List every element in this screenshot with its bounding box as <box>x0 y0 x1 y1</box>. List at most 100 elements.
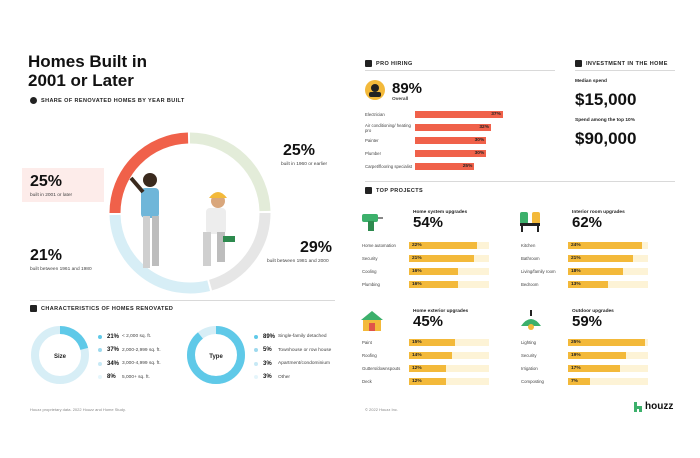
size-donut: Size <box>31 326 89 384</box>
project-value: 14% <box>412 353 422 358</box>
source-note: Houzz proprietary data. 2022 Houzz and H… <box>30 407 126 412</box>
pro-hiring-row: Plumber 30% <box>365 147 503 160</box>
project-value: 12% <box>412 366 422 371</box>
project-row: Paint 15% <box>362 336 489 349</box>
project-bar: 19% <box>568 352 627 359</box>
project-label: Composting <box>521 379 544 384</box>
pro-hiring-row: Carpet/flooring specialist 25% <box>365 160 503 173</box>
pro-hiring-bar: 25% <box>415 163 475 170</box>
legend-dot <box>254 375 258 380</box>
title-line-1: Homes Built in <box>28 52 148 71</box>
list-item: 89% Single-family detached <box>254 330 331 344</box>
project-bar-track: 12% <box>409 378 489 385</box>
project-label: Bathroom <box>521 256 540 261</box>
characteristics-header: CHARACTERISTICS OF HOMES RENOVATED <box>30 305 173 312</box>
project-bar-track: 16% <box>409 281 489 288</box>
houzz-logo[interactable]: houzz <box>634 401 673 412</box>
divider <box>30 300 335 301</box>
project-bar-track: 25% <box>568 339 648 346</box>
project-bar-track: 17% <box>568 365 648 372</box>
project-value: 18% <box>571 269 581 274</box>
project-value: 16% <box>412 269 422 274</box>
size-legend: 21% < 2,000 sq. ft. 37% 2,000-2,999 sq. ft… <box>98 330 161 384</box>
legend-dot <box>98 375 102 380</box>
project-bar-track: 14% <box>409 352 489 359</box>
pro-hiring-label: Carpet/flooring specialist <box>365 164 413 169</box>
project-label: Security <box>521 353 537 358</box>
pro-hiring-row: Painter 30% <box>365 134 503 147</box>
briefcase-icon <box>365 60 372 67</box>
project-value: 12% <box>412 379 422 384</box>
project-group-home-system: Home system upgrades 54% <box>413 210 468 231</box>
callout-highlight <box>22 168 104 202</box>
pro-hiring-bar: 32% <box>415 124 491 131</box>
list-item: 8% 5,000+ sq. ft. <box>98 371 161 385</box>
project-value: 24% <box>571 243 581 248</box>
callout-2001-later: 25% built in 2001 or later <box>30 173 73 199</box>
project-label: Gutters/downspouts <box>362 366 401 371</box>
project-bar: 25% <box>568 339 645 346</box>
project-row: Living/family room 18% <box>521 265 648 278</box>
project-bar: 16% <box>409 268 459 275</box>
project-bar-track: 12% <box>409 365 489 372</box>
pro-hiring-header: PRO HIRING <box>365 60 413 67</box>
project-bar: 15% <box>409 339 456 346</box>
project-bar: 13% <box>568 281 608 288</box>
project-row: Cooling 16% <box>362 265 489 278</box>
pro-hiring-value: 37% <box>491 112 501 117</box>
project-bar-track: 22% <box>409 242 489 249</box>
donut-slice-2 <box>208 212 271 291</box>
project-value: 13% <box>571 282 581 287</box>
project-bar-track: 7% <box>568 378 648 385</box>
pro-hiring-value: 30% <box>474 151 485 156</box>
project-value: 21% <box>571 256 581 261</box>
project-label: Irrigation <box>521 366 538 371</box>
callout-1981-2000: 21% built between 1961 and 1980 <box>30 247 92 273</box>
donut-slice-3 <box>109 214 211 294</box>
house-icon <box>361 311 383 331</box>
pro-overall: 89% Overall <box>392 80 423 103</box>
page-title: Homes Built in 2001 or Later <box>28 52 147 90</box>
type-donut: Type <box>187 326 245 384</box>
pro-badge-icon <box>365 80 385 100</box>
legend-dot <box>98 361 102 366</box>
project-bars-interior: Kitchen 24% Bathroom 21% Living/family room 1… <box>521 239 648 291</box>
project-bar: 16% <box>409 281 459 288</box>
project-bar: 12% <box>409 365 446 372</box>
chairs-icon <box>520 212 540 232</box>
project-bar: 24% <box>568 242 642 249</box>
project-bar-track: 21% <box>568 255 648 262</box>
project-row: Security 21% <box>362 252 489 265</box>
project-row: Home automation 22% <box>362 239 489 252</box>
project-bar: 14% <box>409 352 453 359</box>
project-bar-track: 19% <box>568 352 648 359</box>
project-value: 16% <box>412 282 422 287</box>
pro-hiring-label: Painter <box>365 138 379 143</box>
project-value: 15% <box>412 340 422 345</box>
donut-slice-0 <box>109 132 189 214</box>
pro-hiring-value: 25% <box>462 164 473 169</box>
project-bar: 7% <box>568 378 590 385</box>
project-bar-track: 18% <box>568 268 648 275</box>
legend-dot <box>98 334 102 339</box>
callout-1961-1980: 29% built between 1981 and 2000 <box>267 239 333 265</box>
project-value: 19% <box>571 353 581 358</box>
list-item: 5% Townhouse or row house <box>254 344 331 358</box>
project-group-exterior: Home exterior upgrades 45% <box>413 309 469 330</box>
investment-header: INVESTMENT IN THE HOME <box>575 60 668 67</box>
project-bar-track: 21% <box>409 255 489 262</box>
project-row: Lighting 25% <box>521 336 648 349</box>
project-value: 22% <box>412 243 422 248</box>
project-label: Roofing <box>362 353 377 358</box>
list-item: 37% 2,000-2,999 sq. ft. <box>98 344 161 358</box>
top-spend-value: $90,000 <box>575 129 637 148</box>
pro-hiring-bar: 30% <box>415 137 487 144</box>
list-item: 21% < 2,000 sq. ft. <box>98 330 161 344</box>
project-bar: 18% <box>568 268 624 275</box>
pro-hiring-label: Air conditioning/ heating pro <box>365 122 411 133</box>
title-line-2: 2001 or Later <box>28 71 134 90</box>
pro-hiring-bars: Electrician 37% Air conditioning/ heating … <box>365 108 503 173</box>
copyright-note: © 2022 Houzz Inc. <box>365 407 398 412</box>
project-bar-track: 24% <box>568 242 648 249</box>
project-value: 7% <box>571 379 578 384</box>
